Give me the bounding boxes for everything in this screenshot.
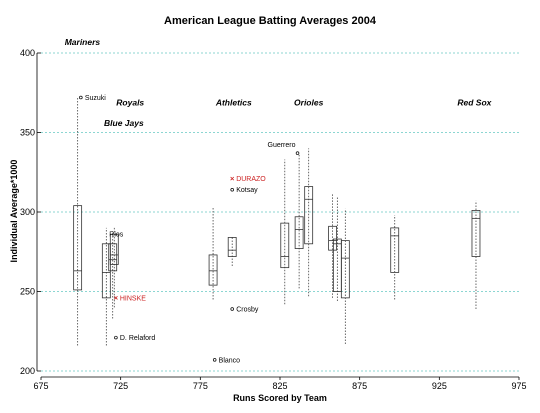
team-label-athletics: Athletics xyxy=(215,97,252,107)
player-marker-d-relaford xyxy=(114,335,118,340)
player-label-blanco: Blanco xyxy=(219,357,241,364)
box-13 xyxy=(471,210,481,257)
box-6 xyxy=(280,222,290,269)
team-label-royals: Royals xyxy=(116,97,144,107)
player-marker-crosby xyxy=(230,307,234,311)
box-12 xyxy=(390,227,400,273)
team-label-mariners: Mariners xyxy=(65,37,101,47)
y-tick-label-400: 400 xyxy=(20,48,35,58)
x-tick-label-825: 825 xyxy=(272,381,287,391)
y-axis-label: Individual Average*1000 xyxy=(9,160,19,263)
box-7 xyxy=(294,216,304,249)
box-5 xyxy=(227,237,237,257)
x-tick-label-775: 775 xyxy=(193,381,208,391)
team-label-orioles: Orioles xyxy=(294,97,324,107)
player-marker-suzuki xyxy=(79,95,83,100)
box-8 xyxy=(304,186,314,245)
axes: 200 250 300 350 400 675 725 775 825 875 925 975 xyxy=(20,48,527,391)
box-11 xyxy=(340,240,350,299)
box-4 xyxy=(208,254,218,286)
player-label-crosby: Crosby xyxy=(236,306,259,313)
team-labels: Mariners Royals Blue Jays Athletics Orioles R… xyxy=(65,37,493,128)
y-tick-label-250: 250 xyxy=(20,287,35,297)
chart-title: American League Batting Averages 2004 xyxy=(164,15,377,27)
player-label-hinske: HINSKE xyxy=(120,295,146,302)
player-marker-hinske xyxy=(114,295,118,300)
x-tick-label-975: 975 xyxy=(511,381,526,391)
player-labels: Suzuki Rios HINSKE D. Relaford DURAZO Kotsay C… xyxy=(79,95,300,364)
box-2 xyxy=(108,243,118,272)
player-label-durazo: DURAZO xyxy=(236,176,266,183)
player-label-guerrero: Guerrero xyxy=(268,142,296,149)
y-tick-label-300: 300 xyxy=(20,207,35,217)
player-marker-guerrero xyxy=(295,151,300,155)
boxes xyxy=(73,186,481,299)
grid-lines xyxy=(41,52,519,372)
player-marker-durazo xyxy=(230,176,235,181)
player-marker-kotsay xyxy=(230,187,234,192)
x-tick-label-675: 675 xyxy=(33,381,48,391)
y-tick-label-350: 350 xyxy=(20,128,35,138)
player-label-rios: Rios xyxy=(109,231,124,238)
team-label-blue-jays: Blue Jays xyxy=(104,118,144,128)
player-label-d-relaford: D. Relaford xyxy=(120,335,156,342)
team-label-red-sox: Red Sox xyxy=(457,97,492,107)
box-9 xyxy=(328,225,337,251)
box-0 xyxy=(73,205,83,291)
player-marker-blanco xyxy=(212,358,217,362)
box-3 xyxy=(109,233,119,265)
x-tick-label-875: 875 xyxy=(352,381,367,391)
whiskers xyxy=(77,97,477,346)
y-tick-label-200: 200 xyxy=(20,366,35,376)
x-tick-label-925: 925 xyxy=(432,381,447,391)
player-label-suzuki: Suzuki xyxy=(85,95,106,102)
x-tick-label-725: 725 xyxy=(113,381,128,391)
player-label-kotsay: Kotsay xyxy=(236,187,258,194)
x-axis-label: Runs Scored by Team xyxy=(233,393,327,403)
